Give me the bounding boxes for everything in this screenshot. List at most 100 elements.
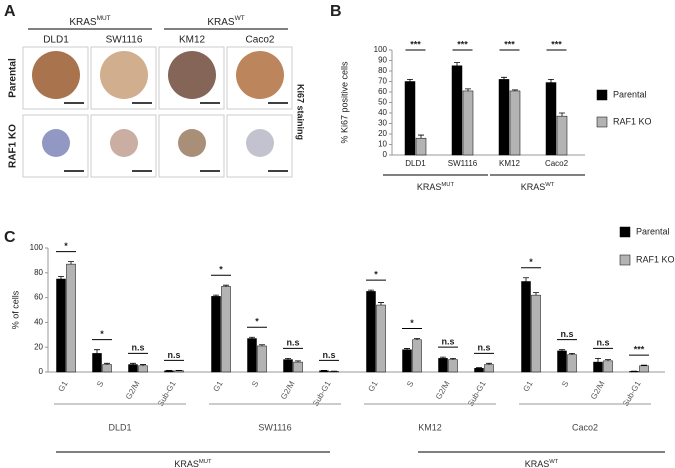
error-bar <box>465 88 471 91</box>
error-bar <box>523 277 529 282</box>
y-tick-label: 60 <box>378 87 387 96</box>
legend-swatch <box>596 89 608 101</box>
error-bar <box>414 338 420 340</box>
significance-label: n.s <box>131 343 144 353</box>
error-bar <box>476 367 482 369</box>
group-label-base: KRAS <box>69 17 97 28</box>
significance-label: * <box>64 241 68 251</box>
group-label: KRASMUT <box>417 182 455 193</box>
error-bar <box>259 344 265 346</box>
legend-swatch <box>619 226 631 238</box>
bar <box>102 364 112 373</box>
bar <box>247 338 257 373</box>
cell-line-label: KM12 <box>418 422 442 432</box>
significance-label: n.s <box>596 338 609 348</box>
x-tick-label: Caco2 <box>545 159 569 168</box>
y-tick-label: 80 <box>34 268 43 277</box>
bar <box>174 370 184 373</box>
error-bar <box>595 357 601 363</box>
group-label-sup: WT <box>549 459 559 465</box>
cell-line-label: SW1116 <box>258 422 291 432</box>
significance-label: * <box>255 317 259 327</box>
bar <box>462 90 474 156</box>
significance-label: *** <box>504 39 515 49</box>
spheroid <box>246 129 274 157</box>
bar <box>603 360 613 373</box>
error-bar <box>249 336 255 339</box>
error-bar <box>548 79 554 83</box>
bar <box>474 368 484 373</box>
y-tick-label: 90 <box>378 56 387 65</box>
legend-swatch <box>619 254 631 266</box>
bar <box>366 291 376 373</box>
bar <box>448 359 458 373</box>
y-tick-label: 20 <box>34 342 43 351</box>
y-tick-label: 0 <box>383 150 388 159</box>
significance-label: n.s <box>167 350 180 360</box>
x-tick-label: G2/M <box>589 379 607 401</box>
group-label: KRASWT <box>521 182 555 193</box>
error-bar <box>368 289 374 292</box>
group-label-sup: WT <box>545 182 555 188</box>
bar <box>521 281 531 373</box>
x-tick-label: KM12 <box>499 159 520 168</box>
x-tick-label: S <box>95 380 105 389</box>
error-bar <box>559 112 565 117</box>
column-label: KM12 <box>179 35 206 46</box>
bar <box>319 370 329 373</box>
error-bar <box>418 134 424 139</box>
bar <box>376 304 386 373</box>
bar <box>438 358 448 373</box>
group-label-sup: WT <box>235 15 245 22</box>
y-tick-label: 80 <box>378 66 387 75</box>
bar <box>138 365 148 373</box>
bar <box>498 79 510 156</box>
significance-label: *** <box>410 39 421 49</box>
x-tick-label: S <box>405 380 415 389</box>
legend-label: RAF1 KO <box>613 116 652 126</box>
bar <box>56 278 66 373</box>
group-label-sup: MUT <box>97 15 111 22</box>
bar <box>283 359 293 373</box>
error-bar <box>501 76 507 80</box>
bar <box>509 90 521 156</box>
significance-label: n.s <box>477 343 490 353</box>
group-label-base: KRAS <box>174 459 199 468</box>
significance-label: * <box>374 270 378 280</box>
group-label: KRASMUT <box>69 15 110 28</box>
error-bar <box>130 362 136 365</box>
spheroid <box>110 129 138 157</box>
x-tick-label: G1 <box>211 379 224 393</box>
bar <box>221 286 231 373</box>
legend-label: Parental <box>636 226 670 236</box>
panel-label: C <box>4 229 16 246</box>
x-tick-label: DLD1 <box>405 159 426 168</box>
bar <box>257 345 267 373</box>
bar <box>92 353 102 373</box>
x-tick-label: G2/M <box>124 379 142 401</box>
bar <box>556 115 568 156</box>
bar <box>451 65 463 156</box>
bar <box>484 364 494 373</box>
error-bar <box>295 360 301 363</box>
y-tick-label: 10 <box>378 140 387 149</box>
error-bar <box>533 292 539 296</box>
bar <box>639 365 649 373</box>
x-tick-label: G1 <box>521 379 534 393</box>
y-axis-label: % Ki67 positive cells <box>339 61 349 144</box>
bar <box>404 81 416 156</box>
error-bar <box>559 349 565 351</box>
y-tick-label: 60 <box>34 293 43 302</box>
y-axis-label: % of cells <box>10 290 20 329</box>
error-bar <box>440 356 446 359</box>
spheroid <box>178 129 206 157</box>
bar <box>211 296 221 373</box>
group-label: KRASWT <box>525 459 559 468</box>
bar <box>545 82 557 156</box>
error-bar <box>213 294 219 297</box>
x-tick-label: SW1116 <box>448 159 478 168</box>
significance-label: * <box>219 265 223 275</box>
error-bar <box>378 302 384 306</box>
cell-line-label: Caco2 <box>572 422 598 432</box>
x-tick-label: S <box>250 380 260 389</box>
